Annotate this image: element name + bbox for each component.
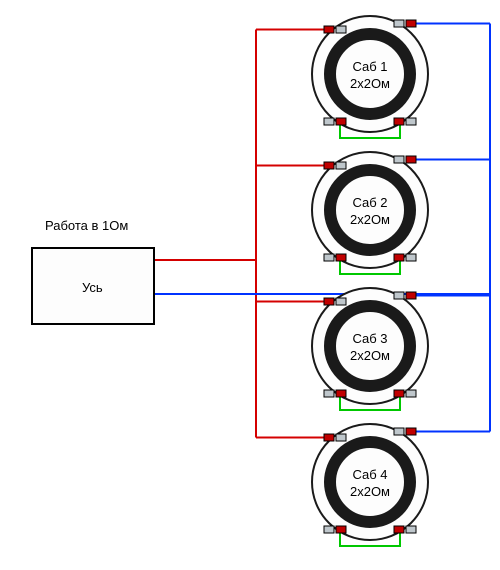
terminal-pos	[324, 434, 334, 441]
terminal-pos	[406, 156, 416, 163]
terminal-neg	[394, 156, 404, 163]
speaker-sub4: Саб 4 2x2Ом	[312, 424, 428, 540]
terminal-neg	[324, 118, 334, 125]
terminal-neg	[336, 434, 346, 441]
speaker-label-2: 2x2Ом	[350, 212, 390, 227]
speaker-label-1: Саб 2	[352, 195, 387, 210]
speaker-label-2: 2x2Ом	[350, 76, 390, 91]
terminal-neg	[324, 254, 334, 261]
speaker-label-1: Саб 4	[352, 467, 387, 482]
terminal-neg	[406, 254, 416, 261]
terminal-neg	[324, 390, 334, 397]
speaker-ring	[330, 442, 410, 522]
terminal-neg	[336, 298, 346, 305]
terminal-pos	[336, 390, 346, 397]
terminal-neg	[394, 428, 404, 435]
amp-note: Работа в 1Ом	[45, 218, 128, 233]
terminal-neg	[336, 26, 346, 33]
terminal-pos	[406, 292, 416, 299]
speaker-sub2: Саб 2 2x2Ом	[312, 152, 428, 268]
speaker-label-1: Саб 3	[352, 331, 387, 346]
terminal-neg	[406, 526, 416, 533]
terminal-pos	[394, 526, 404, 533]
terminal-pos	[336, 118, 346, 125]
terminal-neg	[394, 20, 404, 27]
speaker-ring	[330, 170, 410, 250]
terminal-pos	[394, 118, 404, 125]
terminal-neg	[394, 292, 404, 299]
speaker-ring	[330, 34, 410, 114]
amp-label: Усь	[82, 280, 103, 295]
speaker-label-1: Саб 1	[352, 59, 387, 74]
terminal-pos	[394, 390, 404, 397]
terminal-pos	[406, 428, 416, 435]
terminal-neg	[324, 526, 334, 533]
terminal-pos	[324, 298, 334, 305]
terminal-neg	[406, 390, 416, 397]
terminal-pos	[324, 26, 334, 33]
speaker-label-2: 2x2Ом	[350, 484, 390, 499]
terminal-neg	[406, 118, 416, 125]
speaker-label-2: 2x2Ом	[350, 348, 390, 363]
speaker-sub3: Саб 3 2x2Ом	[312, 288, 428, 404]
speaker-sub1: Саб 1 2x2Ом	[312, 16, 428, 132]
terminal-pos	[336, 254, 346, 261]
terminal-pos	[336, 526, 346, 533]
terminal-pos	[394, 254, 404, 261]
terminal-pos	[406, 20, 416, 27]
speaker-ring	[330, 306, 410, 386]
terminal-pos	[324, 162, 334, 169]
terminal-neg	[336, 162, 346, 169]
